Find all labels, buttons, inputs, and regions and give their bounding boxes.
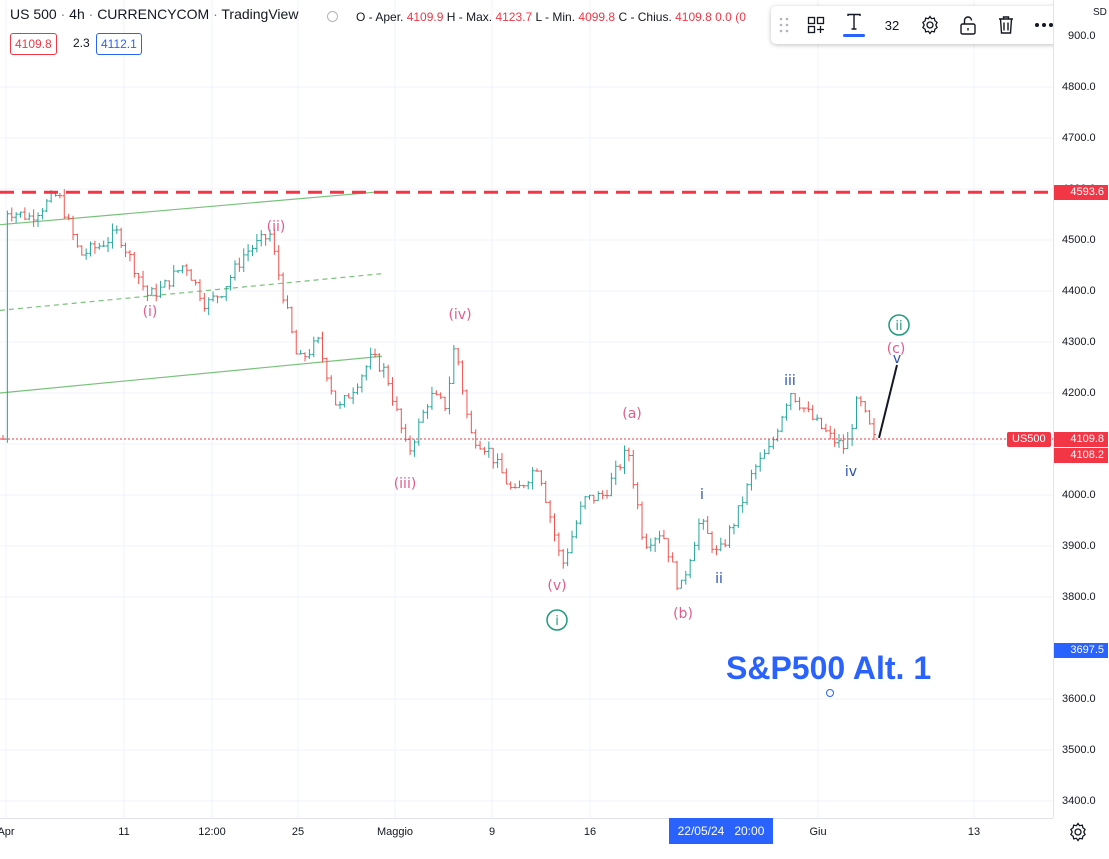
wave-label-pink: (i) bbox=[143, 304, 158, 320]
chart-grid bbox=[0, 0, 1053, 818]
low-label: L - Min. bbox=[535, 10, 576, 24]
symbol-header[interactable]: US 500 · 4h · CURRENCYCOM · TradingView bbox=[10, 6, 298, 22]
trend-line bbox=[0, 355, 383, 394]
close-value: 4109.8 bbox=[675, 10, 712, 24]
wave-label-green-text: i bbox=[555, 614, 559, 629]
wave-label-green-circled: i bbox=[546, 609, 568, 631]
wave-label-pink: (ii) bbox=[267, 219, 286, 235]
price-tick-label: 3400.0 bbox=[1062, 795, 1096, 807]
open-label: O - Aper. bbox=[356, 10, 404, 24]
wave-label-blue: v bbox=[893, 351, 901, 367]
price-tick-label: 4500.0 bbox=[1062, 234, 1096, 246]
visibility-dot[interactable] bbox=[327, 11, 338, 22]
change-percent: (0 bbox=[735, 10, 746, 24]
annotation-title[interactable]: S&P500 Alt. 1 bbox=[726, 650, 932, 686]
text-tool-icon[interactable] bbox=[835, 6, 873, 44]
wave-label-pink: (a) bbox=[622, 406, 642, 422]
wave-label-blue: iv bbox=[845, 464, 857, 480]
drawings bbox=[878, 364, 898, 439]
price-tick-label: 4700.0 bbox=[1062, 132, 1096, 144]
projection-line bbox=[878, 364, 898, 439]
wave-label-pink: (iv) bbox=[448, 307, 471, 323]
level-price-label: 4593.6 bbox=[1054, 185, 1108, 200]
bid-badge[interactable]: 4109.8 bbox=[10, 33, 57, 55]
wave-label-pink: (v) bbox=[547, 578, 566, 594]
wave-label-green-text: ii bbox=[895, 319, 902, 334]
wave-label-blue: iii bbox=[784, 373, 796, 389]
settings-icon[interactable] bbox=[1068, 822, 1088, 842]
time-axis[interactable] bbox=[0, 818, 1053, 849]
time-tick-label: 16 bbox=[583, 826, 597, 838]
wave-label-blue: ii bbox=[715, 571, 723, 587]
symbol-price-tag: US500 bbox=[1007, 432, 1051, 447]
currency-fragment: SD bbox=[1093, 7, 1107, 18]
last-price-label: 4109.8 bbox=[1054, 432, 1108, 447]
platform: TradingView bbox=[221, 6, 299, 22]
spread-value: 2.3 bbox=[73, 36, 90, 50]
price-tick-label: 4000.0 bbox=[1062, 489, 1096, 501]
lower-level-label: 3697.5 bbox=[1054, 643, 1108, 658]
unlock-icon[interactable] bbox=[949, 6, 987, 44]
time-tick-label: Apr bbox=[0, 826, 15, 838]
low-value: 4099.8 bbox=[578, 10, 616, 24]
price-tick-label: 4400.0 bbox=[1062, 285, 1096, 297]
symbol-name: US 500 bbox=[10, 6, 57, 22]
wave-label-green-circled: ii bbox=[888, 314, 910, 336]
trash-icon[interactable] bbox=[987, 6, 1025, 44]
trend-line bbox=[0, 190, 383, 226]
price-axis[interactable] bbox=[1053, 0, 1109, 818]
time-tick-label: 13 bbox=[967, 826, 981, 838]
candlestick-series bbox=[1, 189, 876, 591]
more-icon[interactable] bbox=[1025, 6, 1063, 44]
settings-icon[interactable] bbox=[911, 6, 949, 44]
time-tick-label: Giu bbox=[809, 826, 827, 838]
crosshair-time-label: 22/05/24 20:00 bbox=[669, 818, 773, 844]
close-label: C - Chius. bbox=[618, 10, 672, 24]
separator: · bbox=[213, 6, 218, 22]
wave-label-pink: (iii) bbox=[394, 476, 417, 492]
interval: 4h bbox=[69, 6, 85, 22]
time-tick-label: Maggio bbox=[376, 826, 414, 838]
price-tick-label: 4300.0 bbox=[1062, 336, 1096, 348]
second-price-label: 4108.2 bbox=[1054, 448, 1108, 463]
horizontal-levels bbox=[0, 190, 1053, 440]
exchange: CURRENCYCOM bbox=[97, 6, 210, 22]
price-tick-label: 3500.0 bbox=[1062, 744, 1096, 756]
drag-handle-icon[interactable] bbox=[771, 6, 797, 44]
separator: · bbox=[88, 6, 94, 22]
time-tick-label: 11 bbox=[118, 826, 130, 838]
price-tick-label: 3900.0 bbox=[1062, 540, 1096, 552]
time-tick-label: 9 bbox=[488, 826, 496, 838]
wave-label-blue: i bbox=[700, 487, 704, 503]
layout-icon[interactable] bbox=[797, 6, 835, 44]
ask-badge[interactable]: 4112.1 bbox=[96, 33, 142, 55]
trend-lines bbox=[0, 190, 383, 394]
price-tick-label: 4200.0 bbox=[1062, 387, 1096, 399]
time-tick-label: 25 bbox=[291, 826, 305, 838]
price-tick-label: 4800.0 bbox=[1062, 81, 1096, 93]
high-label: H - Max. bbox=[446, 10, 493, 24]
change-value: 0.0 bbox=[715, 10, 732, 24]
open-value: 4109.9 bbox=[406, 10, 444, 24]
trend-line bbox=[0, 273, 383, 311]
separator: · bbox=[60, 6, 66, 22]
ohlc-values: O - Aper. 4109.9 H - Max. 4123.7 L - Min… bbox=[356, 10, 746, 24]
drawing-toolbar: 32 bbox=[771, 6, 1077, 44]
wave-label-pink: (b) bbox=[673, 606, 693, 622]
wave-label-pink: (c) bbox=[887, 341, 906, 357]
font-size-button[interactable]: 32 bbox=[884, 17, 900, 33]
price-tick-label: 3800.0 bbox=[1062, 591, 1096, 603]
price-axis-top-fragment: 900.0 bbox=[1068, 30, 1096, 42]
price-tick-label: 3600.0 bbox=[1062, 693, 1096, 705]
text-anchor-handle[interactable] bbox=[826, 689, 834, 697]
high-value: 4123.7 bbox=[495, 10, 533, 24]
time-tick-label: 12:00 bbox=[198, 826, 226, 838]
